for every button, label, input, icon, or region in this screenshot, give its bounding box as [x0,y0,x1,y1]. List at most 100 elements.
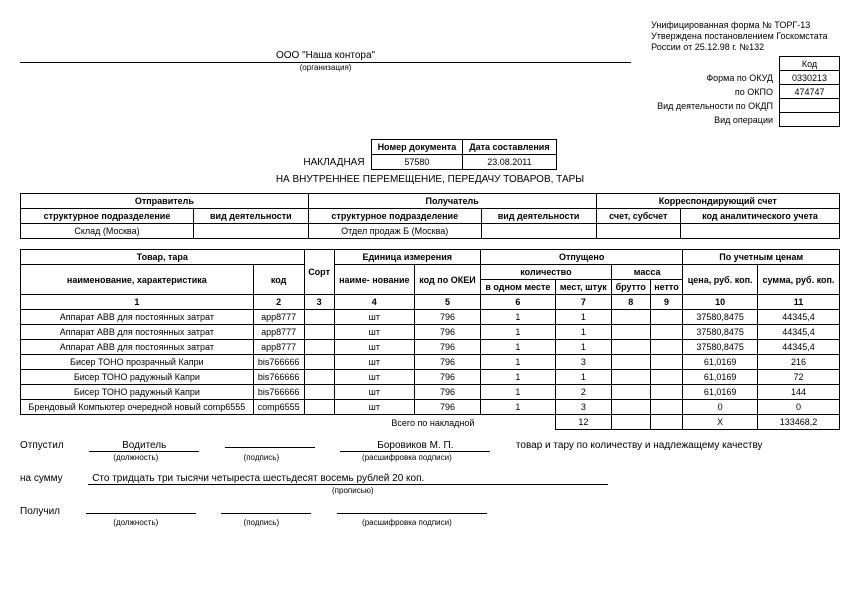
released-position: Водитель [89,440,199,452]
gh-netto: нетто [650,280,683,295]
row-name: Брендовый Компьютер очередной новый comp… [21,400,254,415]
row-code: comp6555 [253,400,304,415]
received-sign [221,513,311,514]
row-price: 0 [683,400,758,415]
row-places: 1 [555,325,611,340]
released-sign [225,447,315,448]
row-brutto [611,310,650,325]
row-code: app8777 [253,325,304,340]
received-name-sub: (расшифровка подписи) [332,518,482,527]
row-netto [650,325,683,340]
row-unit: шт [334,370,415,385]
table-row: Брендовый Компьютер очередной новый comp… [21,400,840,415]
sum-sub: (прописью) [93,486,613,495]
row-brutto [611,385,650,400]
row-okei: 796 [415,310,481,325]
row-price: 61,0169 [683,370,758,385]
goods-table: Товар, тара Сорт Единица измерения Отпущ… [20,249,840,430]
n1: 1 [21,295,254,310]
row-netto [650,310,683,325]
row-unit: шт [334,325,415,340]
row-unit: шт [334,310,415,325]
okud-value: 0330213 [780,71,840,85]
row-price: 37580,8475 [683,340,758,355]
row-places: 1 [555,310,611,325]
row-sort [304,385,334,400]
parties-table: Отправитель Получатель Корреспондирующий… [20,193,840,239]
received-row: Получил (должность) (подпись) (расшифров… [20,506,840,528]
form-note-3: России от 25.12.98 г. №132 [651,42,840,53]
released-pos-sub: (должность) [81,453,191,462]
h-anal: код аналитического учета [681,209,840,224]
sum-words: Сто тридцать три тысячи четыреста шестьд… [88,473,608,485]
gh-released: Отпущено [480,250,682,265]
header-right: Унифицированная форма № ТОРГ-13 Утвержде… [651,20,840,127]
row-brutto [611,400,650,415]
row-netto [650,385,683,400]
h-sender-act: вид деятельности [193,209,308,224]
doc-meta: НАКЛАДНАЯ Номер документа Дата составлен… [20,139,840,170]
row-places: 3 [555,355,611,370]
h-recv-act: вид деятельности [481,209,596,224]
gh-qty: количество [480,265,611,280]
row-name: Бисер ТОНО прозрачный Капри [21,355,254,370]
released-row: Отпустил Водитель Боровиков М. П. товар … [20,440,840,463]
row-unit: шт [334,340,415,355]
h-receiver: Получатель [308,194,596,209]
n2: 2 [253,295,304,310]
row-places: 2 [555,385,611,400]
gh-un: наиме- нование [334,265,415,295]
okdp-label: Вид деятельности по ОКДП [651,99,779,113]
total-netto [650,415,683,430]
table-row: Бисер ТОНО прозрачный Каприbis766666шт79… [21,355,840,370]
received-pos-sub: (должность) [81,518,191,527]
oper-label: Вид операции [651,113,779,127]
gh-goods: Товар, тара [21,250,305,265]
row-sort [304,370,334,385]
row-sort [304,310,334,325]
recv-act [481,224,596,239]
row-name: Аппарат АВВ для постоянных затрат [21,340,254,355]
row-sum: 144 [757,385,839,400]
row-inone: 1 [480,340,555,355]
row-brutto [611,340,650,355]
row-inone: 1 [480,370,555,385]
row-inone: 1 [480,400,555,415]
h-corr: Корреспондирующий счет [596,194,840,209]
row-sum: 72 [757,370,839,385]
total-brutto [611,415,650,430]
row-brutto [611,355,650,370]
row-unit: шт [334,400,415,415]
row-name: Аппарат АВВ для постоянных затрат [21,310,254,325]
total-label: Всего по накладной [21,415,481,430]
doc-meta-table: Номер документа Дата составления 57580 2… [371,139,557,170]
org-block: ООО "Наша контора" (организация) [20,50,631,72]
row-places: 3 [555,400,611,415]
received-label: Получил [20,506,60,517]
released-label: Отпустил [20,440,64,451]
row-unit: шт [334,385,415,400]
gh-okei: код по ОКЕИ [415,265,481,295]
sender-unit: Склад (Москва) [21,224,194,239]
gh-sum: сумма, руб. коп. [757,265,839,295]
gh-price-c: цена, руб. коп. [683,265,758,295]
n11: 11 [757,295,839,310]
row-code: bis766666 [253,355,304,370]
row-sum: 44345,4 [757,310,839,325]
released-sign-sub: (подпись) [216,453,306,462]
row-sum: 44345,4 [757,325,839,340]
gh-inone: в одном месте [480,280,555,295]
docdate-label: Дата составления [463,140,556,155]
n10: 10 [683,295,758,310]
okpo-label: по ОКПО [651,85,779,99]
table-row: Аппарат АВВ для постоянных затратapp8777… [21,340,840,355]
gh-sort: Сорт [304,250,334,295]
row-brutto [611,370,650,385]
gh-price: По учетным ценам [683,250,840,265]
n3: 3 [304,295,334,310]
org-sub: (организация) [20,63,631,72]
released-name-sub: (расшифровка подписи) [332,453,482,462]
row-okei: 796 [415,370,481,385]
row-inone: 1 [480,310,555,325]
row-code: app8777 [253,340,304,355]
